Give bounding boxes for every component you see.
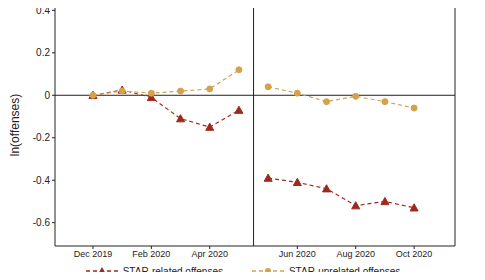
svg-text:-0.2: -0.2 (33, 132, 51, 143)
html-text:STAR-related offenses: STAR-related offenses (122, 265, 223, 277)
svg-text:0.4: 0.4 (36, 8, 50, 16)
svg-text:Dec 2019: Dec 2019 (74, 249, 113, 259)
svg-text:Jun 2020: Jun 2020 (279, 249, 316, 259)
svg-text:Aug 2020: Aug 2020 (336, 249, 375, 259)
svg-text:Apr 2020: Apr 2020 (191, 249, 228, 259)
svg-text:-0.6: -0.6 (33, 217, 51, 228)
svg-text:ln(offenses): ln(offenses) (8, 94, 22, 156)
svg-text:Oct 2020: Oct 2020 (396, 249, 433, 259)
svg-text:-0.4: -0.4 (33, 175, 51, 186)
svg-text:0.2: 0.2 (36, 47, 50, 58)
svg-text:0: 0 (44, 90, 50, 101)
html-text:STAR-unrelated offenses: STAR-unrelated offenses (288, 265, 401, 277)
svg-text:Feb 2020: Feb 2020 (132, 249, 170, 259)
